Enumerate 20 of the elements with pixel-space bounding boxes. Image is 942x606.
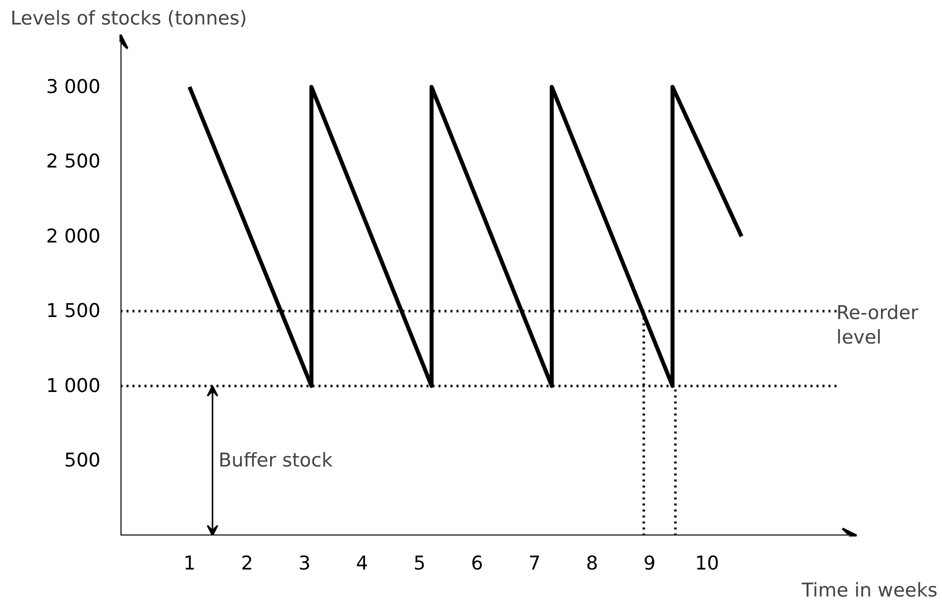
x-tick-label: 3 — [298, 552, 311, 574]
x-axis-title: Time in weeks — [800, 580, 938, 602]
x-tick-label: 5 — [413, 552, 426, 574]
annotation: Buffer stock — [218, 450, 333, 472]
ref-line-label: Re-order level — [836, 302, 919, 348]
x-tick-label: 7 — [528, 552, 541, 574]
x-tick-label: 1 — [183, 552, 196, 574]
x-tick-label: 8 — [586, 552, 598, 574]
y-tick-label: 2 500 — [46, 150, 101, 173]
x-tick-label: 6 — [470, 552, 484, 574]
x-tick-label: 4 — [356, 552, 368, 574]
y-tick-label: 1 500 — [46, 300, 101, 322]
y-tick-label: 500 — [64, 450, 100, 472]
y-tick-label: 1 000 — [46, 374, 101, 397]
y-tick-label: 3 000 — [46, 76, 101, 98]
x-tick-label: 10 — [694, 552, 720, 574]
x-tick-label: 2 — [240, 552, 254, 574]
y-axis-title: Levels of stocks (tonnes) — [10, 8, 247, 30]
y-tick-label: 2 000 — [46, 225, 101, 248]
x-tick-label: 9 — [643, 552, 656, 574]
